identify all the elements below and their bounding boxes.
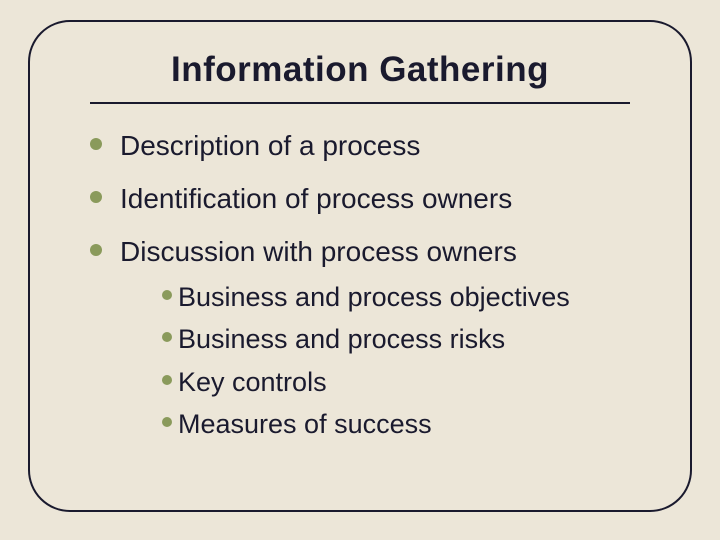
sub-list-item-text: Key controls [178,364,327,400]
slide-frame: Information Gathering Description of a p… [28,20,692,512]
list-item: Discussion with process owners Business … [90,234,642,449]
bullet-icon [90,244,102,256]
bullet-icon [162,375,172,385]
bullet-icon [162,332,172,342]
sub-list-item: Measures of success [162,406,570,442]
main-list: Description of a process Identification … [78,128,642,449]
bullet-icon [90,138,102,150]
sub-list: Business and process objectives Business… [120,279,570,443]
sub-list-item: Business and process risks [162,321,570,357]
list-item-text: Description of a process [120,128,420,163]
list-item-body: Discussion with process owners Business … [120,234,570,449]
title-divider [90,102,630,104]
bullet-icon [162,417,172,427]
list-item: Description of a process [90,128,642,163]
sub-list-item-text: Business and process objectives [178,279,570,315]
list-item: Identification of process owners [90,181,642,216]
sub-list-item-text: Business and process risks [178,321,505,357]
sub-list-item: Key controls [162,364,570,400]
slide-title: Information Gathering [78,50,642,90]
sub-list-item: Business and process objectives [162,279,570,315]
bullet-icon [162,290,172,300]
slide-content: Information Gathering Description of a p… [30,22,690,487]
bullet-icon [90,191,102,203]
sub-list-item-text: Measures of success [178,406,432,442]
list-item-text: Identification of process owners [120,181,512,216]
list-item-text: Discussion with process owners [120,236,517,267]
